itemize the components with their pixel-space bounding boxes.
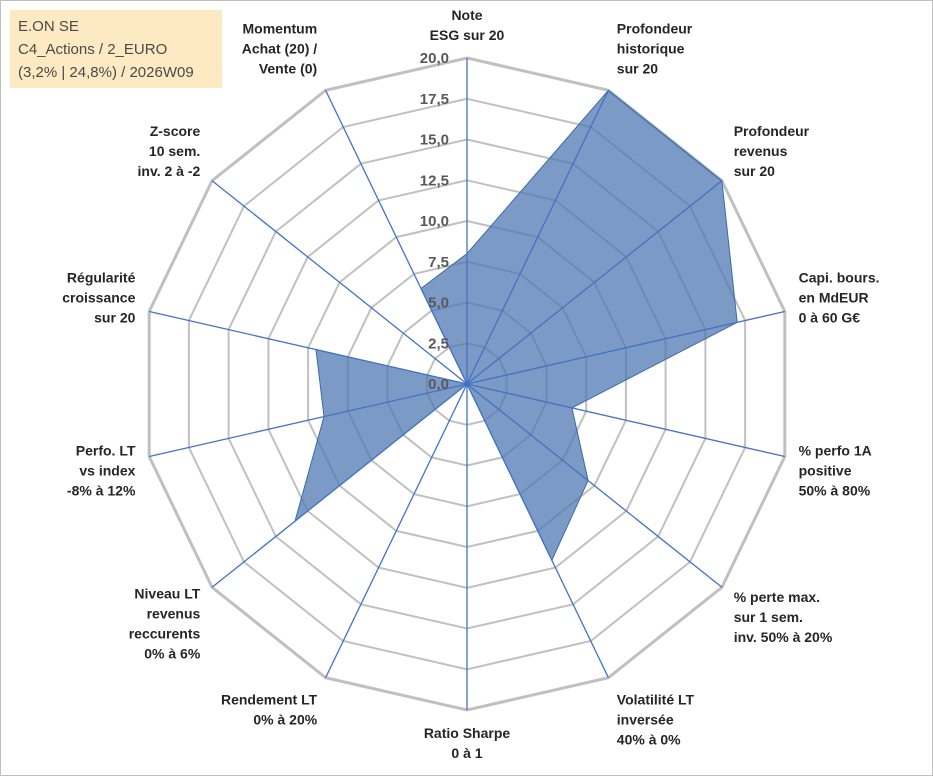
category-label-line: Rendement LT: [221, 692, 318, 708]
series-area: [294, 89, 738, 562]
category-label: Niveau LT revenus reccurents 0% à 6%: [129, 585, 201, 661]
category-label-line: 0% à 20%: [253, 712, 317, 728]
tick-label: 7,5: [428, 254, 449, 271]
category-label-line: Z-score: [150, 123, 201, 139]
radar-series: [294, 89, 738, 562]
category-label-line: 40% à 0%: [617, 732, 681, 748]
category-label: % perte max. sur 1 sem. inv. 50% à 20%: [734, 589, 833, 645]
axis-spoke: [325, 383, 468, 678]
category-label-line: 0 à 60 G€: [799, 310, 861, 326]
axis-spoke: [466, 90, 609, 385]
category-label-line: -8% à 12%: [67, 482, 136, 498]
category-label: Régularité croissance sur 20: [62, 270, 135, 326]
category-label-line: croissance: [62, 290, 135, 306]
radar-axes: [149, 58, 785, 710]
category-label-line: ESG sur 20: [430, 27, 505, 43]
category-label-line: 0% à 6%: [144, 645, 201, 661]
category-label-line: sur 20: [617, 60, 658, 76]
category-label-line: Ratio Sharpe: [424, 725, 511, 741]
category-label-line: Profondeur: [734, 123, 810, 139]
category-label-line: Niveau LT: [134, 585, 200, 601]
tick-label: 0,0: [428, 376, 449, 393]
category-label-line: vs index: [79, 462, 135, 478]
axis-spoke: [149, 383, 468, 458]
category-label-line: sur 20: [734, 163, 775, 179]
category-label-line: 50% à 80%: [799, 482, 871, 498]
axis-spoke: [466, 180, 723, 385]
axis-spoke: [149, 310, 468, 385]
category-label: Momentum Achat (20) / Vente (0): [242, 20, 318, 76]
category-label-line: Achat (20) /: [242, 40, 318, 56]
category-label: Volatilité LT inversée 40% à 0%: [617, 692, 695, 748]
axis-spoke: [466, 383, 609, 678]
tick-label: 2,5: [428, 335, 449, 352]
category-label: Profondeur revenus sur 20: [734, 123, 810, 179]
radar-tick-labels: 0,0 2,5 5,0 7,5 10,0 12,5 15,0 17,5 20,0: [420, 50, 449, 393]
tick-label: 15,0: [420, 132, 449, 149]
category-label-line: positive: [799, 462, 852, 478]
category-label: Capi. bours. en MdEUR 0 à 60 G€: [799, 270, 880, 326]
category-label: Rendement LT 0% à 20%: [221, 692, 318, 728]
category-label-line: Volatilité LT: [617, 692, 695, 708]
category-label-line: 0 à 1: [451, 745, 482, 761]
category-label-line: reccurents: [129, 625, 201, 641]
category-label-line: 10 sem.: [149, 143, 200, 159]
category-label-line: sur 20: [94, 310, 135, 326]
tick-label: 12,5: [420, 172, 449, 189]
category-label: Z-score 10 sem. inv. 2 à -2: [138, 123, 201, 179]
category-label: % perfo 1A positive 50% à 80%: [799, 442, 872, 498]
category-label-line: % perfo 1A: [799, 442, 872, 458]
category-label-line: Note: [451, 7, 482, 23]
category-label-line: revenus: [734, 143, 788, 159]
axis-spoke: [211, 180, 468, 385]
category-label-line: inv. 2 à -2: [138, 163, 201, 179]
info-period: (3,2% | 24,8%) / 2026W09: [18, 64, 194, 81]
axis-spoke: [466, 383, 785, 458]
category-label-line: sur 1 sem.: [734, 609, 803, 625]
category-label: Note ESG sur 20: [430, 7, 505, 43]
radar-category-labels: Note ESG sur 20 Profondeur historique sur 20…: [62, 7, 879, 761]
category-label: Ratio Sharpe 0 à 1: [424, 725, 511, 761]
category-label-line: Perfo. LT: [76, 442, 136, 458]
category-label-line: Profondeur: [617, 20, 693, 36]
category-label-line: inversée: [617, 712, 674, 728]
axis-spoke: [211, 383, 468, 588]
category-label-line: revenus: [147, 605, 201, 621]
tick-label: 5,0: [428, 295, 449, 312]
category-label: Profondeur historique sur 20: [617, 20, 693, 76]
category-label-line: historique: [617, 40, 685, 56]
axis-spoke: [466, 310, 785, 385]
category-label-line: en MdEUR: [799, 290, 869, 306]
category-label-line: Capi. bours.: [799, 270, 880, 286]
category-label-line: Momentum: [243, 20, 318, 36]
info-company: E.ON SE: [18, 18, 79, 35]
category-label-line: inv. 50% à 20%: [734, 629, 833, 645]
tick-label: 10,0: [420, 213, 449, 230]
info-portfolio: C4_Actions / 2_EURO: [18, 41, 168, 58]
category-label-line: Régularité: [67, 270, 136, 286]
info-box: E.ON SE C4_Actions / 2_EURO (3,2% | 24,8…: [10, 10, 222, 88]
tick-label: 17,5: [420, 91, 449, 108]
axis-spoke: [466, 383, 723, 588]
category-label-line: Vente (0): [259, 60, 317, 76]
category-label: Perfo. LT vs index -8% à 12%: [67, 442, 136, 498]
tick-label: 20,0: [420, 50, 449, 67]
category-label-line: % perte max.: [734, 589, 820, 605]
axis-spoke: [325, 90, 468, 385]
